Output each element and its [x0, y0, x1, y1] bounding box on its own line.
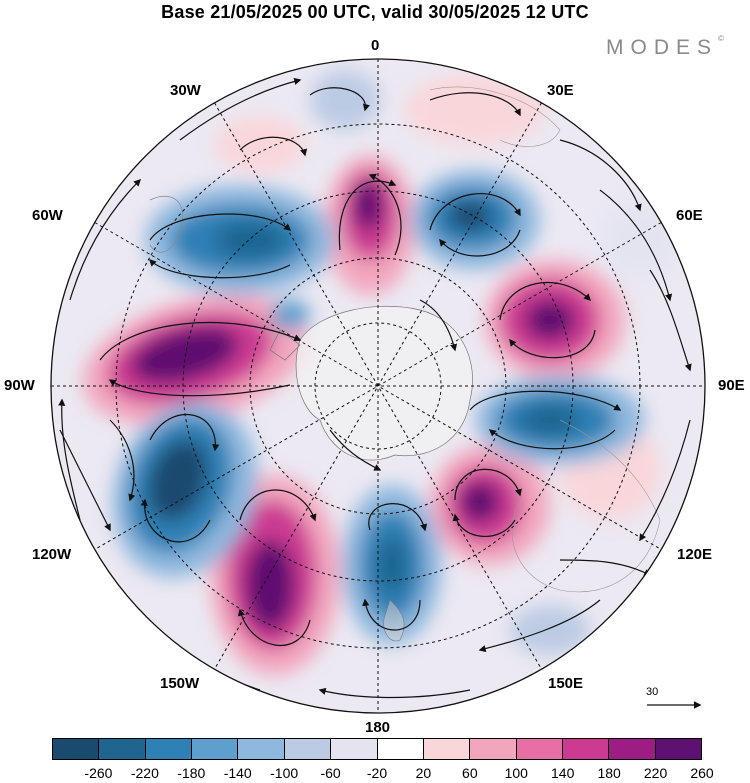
lon-label-120w: 120W — [32, 546, 72, 563]
colorbar-tick-label: -60 — [320, 765, 341, 781]
colorbar-segment — [562, 739, 610, 759]
colorbar — [52, 738, 702, 760]
brand-mark: © — [718, 34, 724, 43]
lon-label-90e: 90E — [718, 377, 745, 394]
colorbar-segment — [238, 739, 285, 759]
lon-label-30w: 30W — [170, 82, 201, 99]
colorbar-segment — [145, 739, 193, 759]
brand-text: MODES — [606, 36, 719, 59]
colorbar-tick-label: -140 — [223, 765, 252, 781]
colorbar-segment — [470, 739, 517, 759]
lon-label-60e: 60E — [676, 207, 703, 224]
colorbar-tick-label: -20 — [366, 765, 388, 781]
colorbar-segment — [655, 739, 702, 759]
colorbar-tick-label: -100 — [270, 765, 299, 781]
colorbar-tick-label: 220 — [643, 765, 668, 781]
colorbar-segment — [423, 739, 471, 759]
colorbar-ticks: -260 -220 -180 -140 -100 -60 -20 20 60 100 140 180 2… — [0, 765, 750, 783]
colorbar-tick-label: 140 — [551, 765, 575, 781]
map-title: Base 21/05/2025 00 UTC, valid 30/05/2025… — [161, 2, 589, 22]
colorbar-segment — [284, 739, 332, 759]
colorbar-tick-label: 260 — [690, 765, 714, 781]
colorbar-segment — [516, 739, 563, 759]
colorbar-segment — [99, 739, 146, 759]
lon-label-0: 0 — [371, 37, 380, 54]
lon-label-150e: 150E — [548, 675, 584, 692]
map-boundary — [50, 58, 706, 714]
colorbar-tick-label: -180 — [177, 765, 206, 781]
colorbar-tick-label: -220 — [130, 765, 159, 781]
lon-label-180: 180 — [365, 719, 391, 736]
lon-label-150w: 150W — [160, 675, 200, 692]
lon-label-60w: 60W — [32, 207, 63, 224]
colorbar-segment — [53, 739, 100, 759]
brand-logo: MODES© — [606, 34, 724, 60]
colorbar-tick-label: 180 — [597, 765, 621, 781]
colorbar-tick-label: 60 — [462, 765, 478, 781]
field-layer — [51, 59, 705, 713]
colorbar-tick-label: 100 — [504, 765, 528, 781]
colorbar-segment — [192, 739, 239, 759]
lon-label-90w: 90W — [4, 377, 35, 394]
colorbar-tick-label: 20 — [415, 765, 432, 781]
reference-vector-label: 30 — [646, 686, 659, 698]
colorbar-segment — [331, 739, 378, 759]
colorbar-segment — [377, 739, 424, 759]
lon-label-120e: 120E — [677, 546, 713, 563]
colorbar-segment — [609, 739, 656, 759]
lon-label-30e: 30E — [547, 82, 574, 99]
colorbar-tick-label: -260 — [84, 765, 113, 781]
